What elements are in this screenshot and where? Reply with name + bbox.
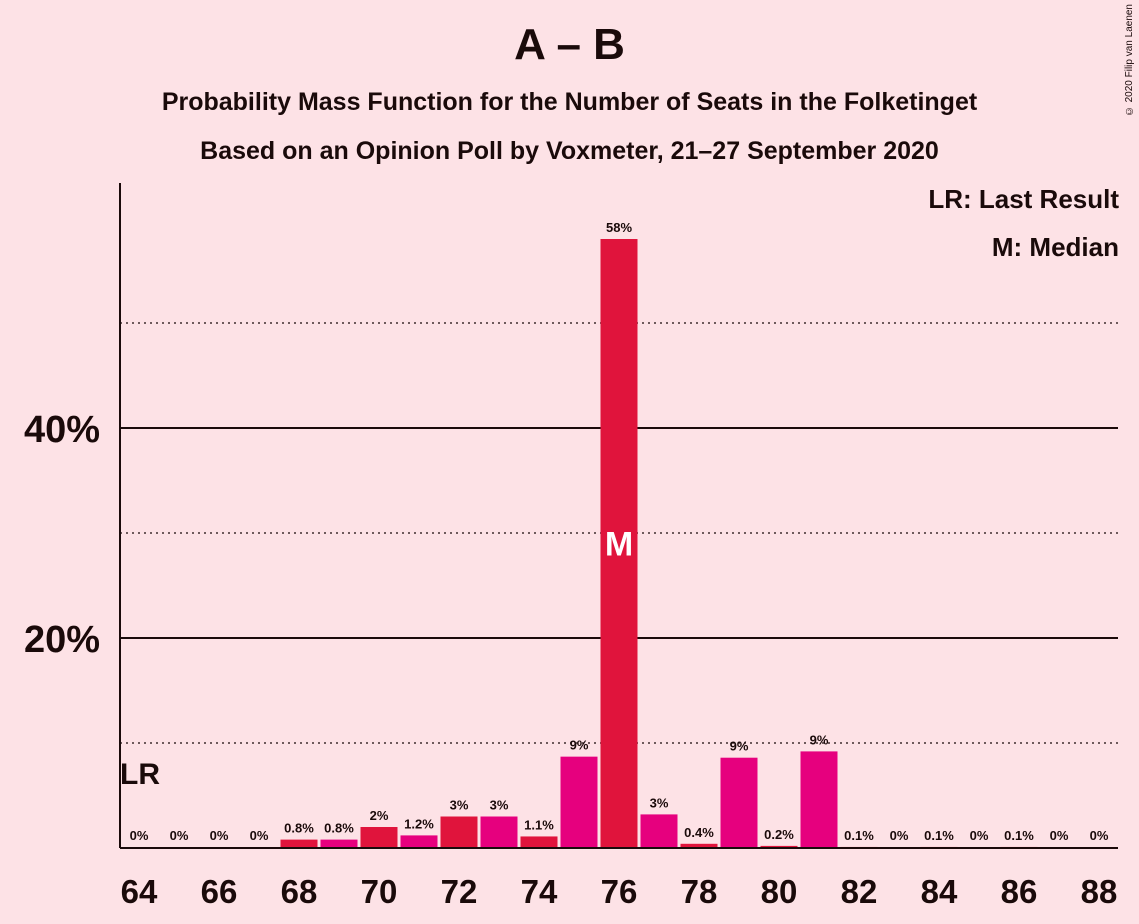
data-label: 0.1% — [844, 828, 874, 843]
bar-seat-76 — [600, 239, 638, 848]
data-label: 3% — [490, 798, 509, 813]
x-tick-label: 78 — [681, 873, 718, 910]
x-tick-label: 68 — [281, 873, 318, 910]
data-label: 1.2% — [404, 816, 434, 831]
data-label: 0.8% — [324, 821, 354, 836]
bar-seat-74 — [520, 836, 558, 848]
bar-seat-70 — [360, 827, 398, 848]
bar-seat-69 — [320, 839, 358, 848]
data-label: 0.1% — [924, 828, 954, 843]
data-label: 9% — [730, 739, 749, 754]
x-tick-label: 80 — [761, 873, 798, 910]
bar-seat-80 — [760, 845, 798, 848]
data-label: 0.4% — [684, 825, 714, 840]
data-label: 0% — [250, 828, 269, 843]
x-tick-label: 74 — [521, 873, 558, 910]
data-label: 9% — [810, 732, 829, 747]
bar-seat-77 — [640, 814, 678, 848]
x-tick-label: 70 — [361, 873, 398, 910]
data-label: 3% — [450, 798, 469, 813]
bar-seat-79 — [720, 757, 758, 848]
bar-seat-78 — [680, 843, 718, 848]
last-result-marker: LR — [120, 758, 160, 791]
data-label: 0.8% — [284, 821, 314, 836]
x-tick-label: 84 — [921, 873, 958, 910]
y-tick-label: 20% — [24, 619, 100, 661]
chart-subtitle: Probability Mass Function for the Number… — [161, 88, 978, 116]
data-label: 0.1% — [1004, 828, 1034, 843]
data-label: 2% — [370, 808, 389, 823]
bar-seat-81 — [800, 751, 838, 848]
bar-seat-71 — [400, 835, 438, 848]
x-tick-label: 82 — [841, 873, 878, 910]
x-tick-label: 66 — [201, 873, 238, 910]
legend-last-result: LR: Last Result — [928, 184, 1119, 214]
data-label: 1.1% — [524, 817, 554, 832]
x-tick-label: 76 — [601, 873, 638, 910]
data-label: 0% — [130, 828, 149, 843]
data-label: 0% — [170, 828, 189, 843]
bar-seat-68 — [280, 839, 318, 848]
data-label: 0% — [890, 828, 909, 843]
x-tick-label: 88 — [1081, 873, 1118, 910]
chart-title: A – B — [514, 20, 625, 69]
y-tick-label: 40% — [24, 409, 100, 451]
data-label: 0% — [210, 828, 229, 843]
x-tick-label: 72 — [441, 873, 478, 910]
bar-seat-72 — [440, 816, 478, 848]
data-label: 0.2% — [764, 827, 794, 842]
x-tick-label: 86 — [1001, 873, 1038, 910]
x-tick-label: 64 — [121, 873, 158, 910]
data-label: 0% — [1050, 828, 1069, 843]
data-label: 0% — [970, 828, 989, 843]
bar-seat-75 — [560, 756, 598, 848]
chart-source-line: Based on an Opinion Poll by Voxmeter, 21… — [200, 137, 939, 165]
data-label: 3% — [650, 795, 669, 810]
bar-seat-73 — [480, 816, 518, 848]
legend-median: M: Median — [991, 232, 1119, 262]
median-marker: M — [605, 526, 633, 564]
data-label: 9% — [570, 738, 589, 753]
data-label: 0% — [1090, 828, 1109, 843]
data-label: 58% — [606, 220, 632, 235]
